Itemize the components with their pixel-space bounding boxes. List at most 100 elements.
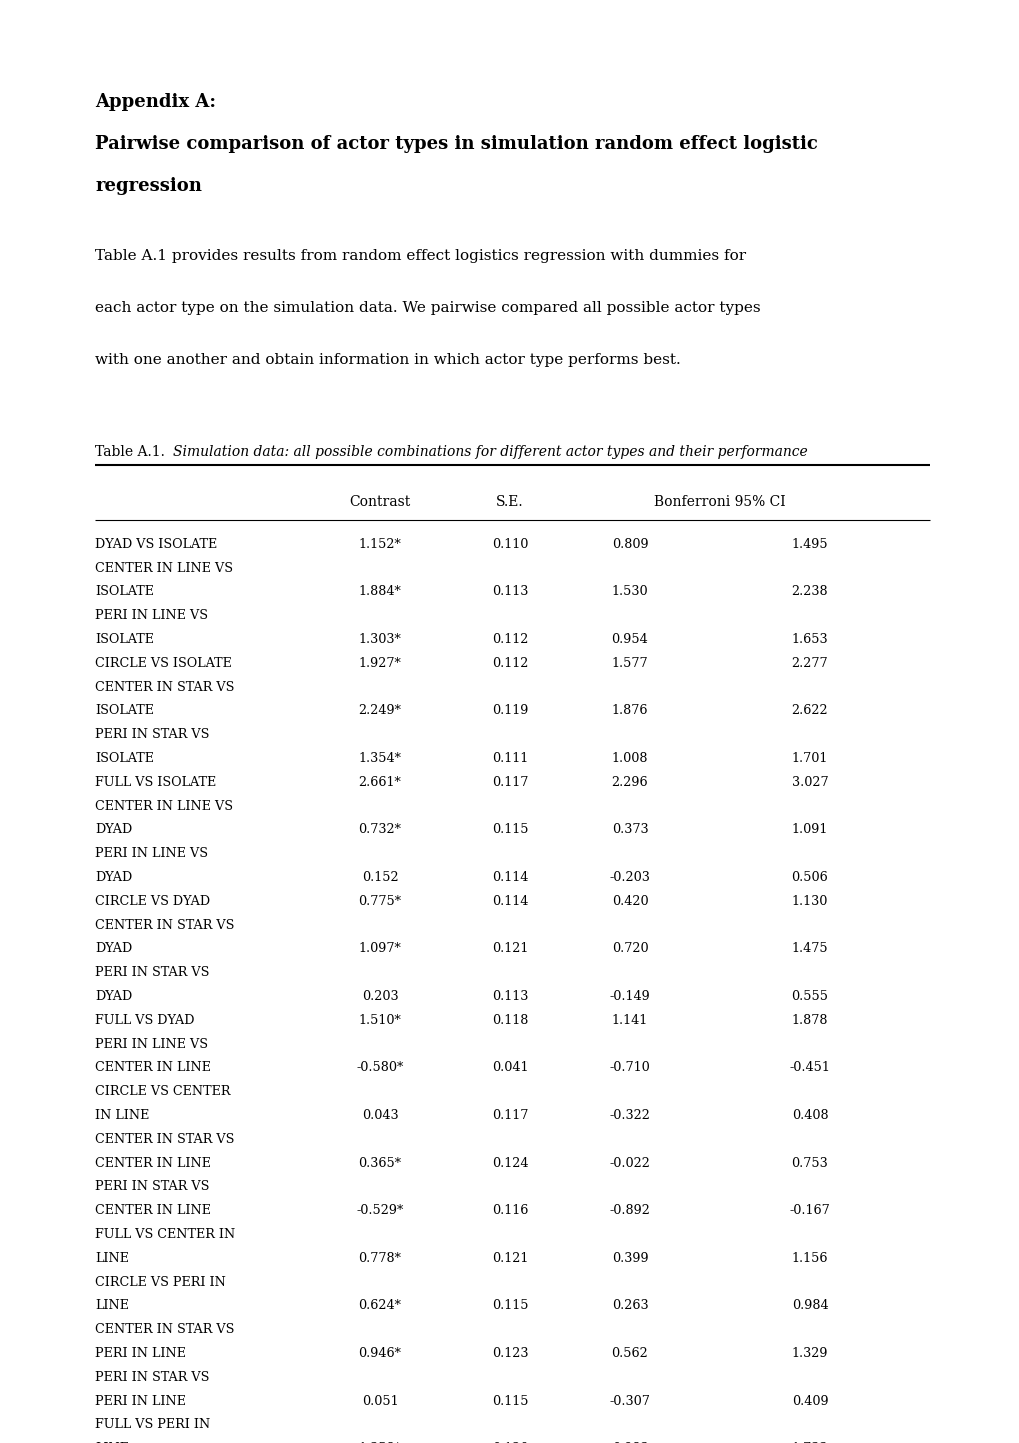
Text: 0.753: 0.753 <box>791 1157 827 1170</box>
Text: -0.322: -0.322 <box>609 1110 650 1123</box>
Text: CENTER IN LINE: CENTER IN LINE <box>95 1157 211 1170</box>
Text: 1.577: 1.577 <box>611 657 648 670</box>
Text: 1.156: 1.156 <box>791 1253 827 1266</box>
Text: CENTER IN STAR VS: CENTER IN STAR VS <box>95 919 234 932</box>
Text: 1.876: 1.876 <box>611 704 648 717</box>
Text: 0.123: 0.123 <box>491 1348 528 1361</box>
Text: each actor type on the simulation data. We pairwise compared all possible actor : each actor type on the simulation data. … <box>95 302 760 315</box>
Text: CENTER IN LINE VS: CENTER IN LINE VS <box>95 561 232 574</box>
Text: 1.152*: 1.152* <box>359 538 401 551</box>
Text: 0.119: 0.119 <box>491 704 528 717</box>
Text: CIRCLE VS DYAD: CIRCLE VS DYAD <box>95 895 210 908</box>
Text: -0.167: -0.167 <box>789 1205 829 1218</box>
Text: 0.121: 0.121 <box>491 942 528 955</box>
Text: 0.984: 0.984 <box>791 1300 827 1313</box>
Text: 2.238: 2.238 <box>791 586 827 599</box>
Text: 2.661*: 2.661* <box>359 776 401 789</box>
Text: 0.117: 0.117 <box>491 776 528 789</box>
Text: LINE: LINE <box>95 1300 128 1313</box>
Text: 0.118: 0.118 <box>491 1014 528 1027</box>
Text: -0.203: -0.203 <box>609 872 650 885</box>
Text: 0.562: 0.562 <box>611 1348 648 1361</box>
Text: 1.097*: 1.097* <box>359 942 401 955</box>
Text: PERI IN LINE VS: PERI IN LINE VS <box>95 847 208 860</box>
Text: -0.149: -0.149 <box>609 990 650 1003</box>
Text: 0.365*: 0.365* <box>358 1157 401 1170</box>
Text: PERI IN STAR VS: PERI IN STAR VS <box>95 1180 209 1193</box>
Text: 1.510*: 1.510* <box>359 1014 401 1027</box>
Text: 0.506: 0.506 <box>791 872 827 885</box>
Text: Contrast: Contrast <box>350 495 411 509</box>
Text: CIRCLE VS ISOLATE: CIRCLE VS ISOLATE <box>95 657 231 670</box>
Text: 0.117: 0.117 <box>491 1110 528 1123</box>
Text: -0.892: -0.892 <box>609 1205 650 1218</box>
Text: 1.475: 1.475 <box>791 942 827 955</box>
Text: 0.115: 0.115 <box>491 824 528 837</box>
Text: -0.580*: -0.580* <box>356 1062 404 1075</box>
Text: 0.408: 0.408 <box>791 1110 827 1123</box>
Text: ISOLATE: ISOLATE <box>95 752 154 765</box>
Text: CIRCLE VS PERI IN: CIRCLE VS PERI IN <box>95 1276 225 1289</box>
Text: 0.110: 0.110 <box>491 538 528 551</box>
Text: 1.884*: 1.884* <box>359 586 401 599</box>
Text: 0.115: 0.115 <box>491 1300 528 1313</box>
Text: 1.701: 1.701 <box>791 752 827 765</box>
Text: 0.555: 0.555 <box>791 990 827 1003</box>
Text: 0.124: 0.124 <box>491 1157 528 1170</box>
Text: FULL VS CENTER IN: FULL VS CENTER IN <box>95 1228 235 1241</box>
Text: regression: regression <box>95 177 202 195</box>
Text: 0.114: 0.114 <box>491 895 528 908</box>
Text: 0.112: 0.112 <box>491 657 528 670</box>
Text: 0.041: 0.041 <box>491 1062 528 1075</box>
Text: Table A.1 provides results from random effect logistics regression with dummies : Table A.1 provides results from random e… <box>95 250 745 263</box>
Text: 1.530: 1.530 <box>611 586 648 599</box>
Text: 0.112: 0.112 <box>491 633 528 646</box>
Text: PERI IN LINE: PERI IN LINE <box>95 1394 185 1408</box>
Text: 0.115: 0.115 <box>491 1394 528 1408</box>
Text: 0.043: 0.043 <box>362 1110 398 1123</box>
Text: -0.529*: -0.529* <box>356 1205 404 1218</box>
Text: 0.954: 0.954 <box>611 633 648 646</box>
Text: 2.622: 2.622 <box>791 704 827 717</box>
Text: 0.263: 0.263 <box>611 1300 648 1313</box>
Text: Table A.1.: Table A.1. <box>95 444 169 459</box>
Text: 0.420: 0.420 <box>611 895 648 908</box>
Text: PERI IN STAR VS: PERI IN STAR VS <box>95 729 209 742</box>
Text: 0.809: 0.809 <box>611 538 648 551</box>
Text: 2.249*: 2.249* <box>359 704 401 717</box>
Text: 0.121: 0.121 <box>491 1253 528 1266</box>
Text: -0.710: -0.710 <box>609 1062 650 1075</box>
Text: CENTER IN STAR VS: CENTER IN STAR VS <box>95 1133 234 1146</box>
Text: Simulation data: all possible combinations for different actor types and their p: Simulation data: all possible combinatio… <box>173 444 807 459</box>
Text: 1.091: 1.091 <box>791 824 827 837</box>
Text: FULL VS DYAD: FULL VS DYAD <box>95 1014 195 1027</box>
Text: 1.927*: 1.927* <box>359 657 401 670</box>
Text: DYAD: DYAD <box>95 824 132 837</box>
Text: 0.051: 0.051 <box>362 1394 398 1408</box>
Text: 0.732*: 0.732* <box>359 824 401 837</box>
Text: PERI IN LINE VS: PERI IN LINE VS <box>95 609 208 622</box>
Text: ISOLATE: ISOLATE <box>95 586 154 599</box>
Text: 0.720: 0.720 <box>611 942 648 955</box>
Text: 0.624*: 0.624* <box>359 1300 401 1313</box>
Text: 2.296: 2.296 <box>611 776 648 789</box>
Text: 0.152: 0.152 <box>362 872 398 885</box>
Text: DYAD: DYAD <box>95 872 132 885</box>
Text: FULL VS ISOLATE: FULL VS ISOLATE <box>95 776 216 789</box>
Text: 1.354*: 1.354* <box>359 752 401 765</box>
Text: -0.307: -0.307 <box>609 1394 650 1408</box>
Text: IN LINE: IN LINE <box>95 1110 149 1123</box>
Text: ISOLATE: ISOLATE <box>95 704 154 717</box>
Text: 0.116: 0.116 <box>491 1205 528 1218</box>
Text: CENTER IN STAR VS: CENTER IN STAR VS <box>95 1323 234 1336</box>
Text: -0.451: -0.451 <box>789 1062 829 1075</box>
Text: 0.113: 0.113 <box>491 990 528 1003</box>
Text: 1.329: 1.329 <box>791 1348 827 1361</box>
Text: CENTER IN STAR VS: CENTER IN STAR VS <box>95 681 234 694</box>
Text: 1.653: 1.653 <box>791 633 827 646</box>
Text: 0.778*: 0.778* <box>359 1253 401 1266</box>
Text: 1.303*: 1.303* <box>359 633 401 646</box>
Text: LINE: LINE <box>95 1253 128 1266</box>
Text: S.E.: S.E. <box>495 495 524 509</box>
Text: 0.113: 0.113 <box>491 586 528 599</box>
